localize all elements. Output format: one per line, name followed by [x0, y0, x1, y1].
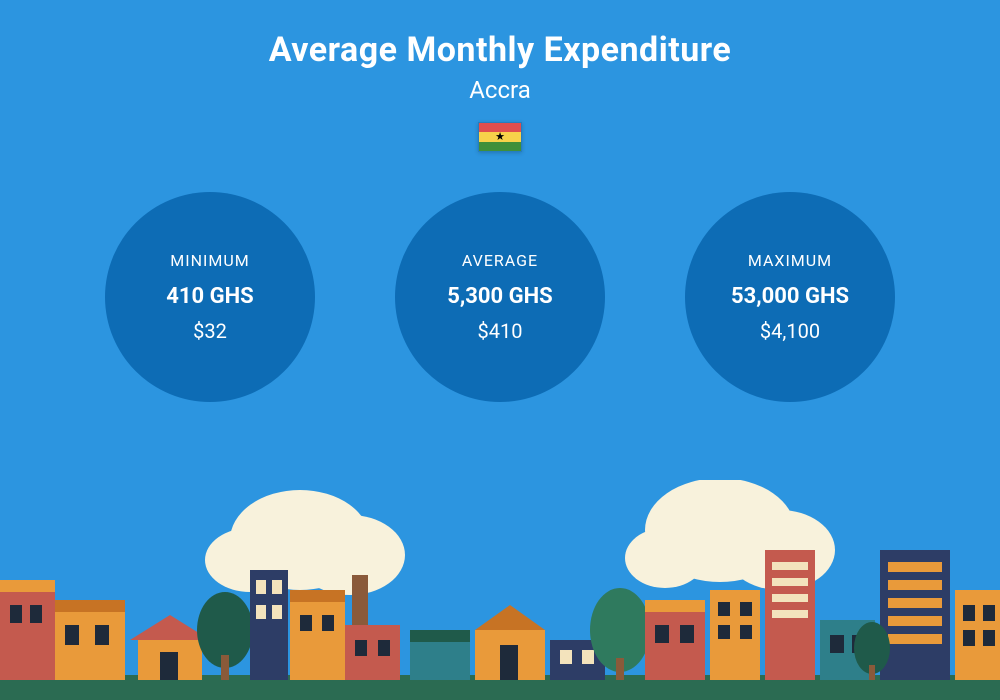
- header: Average Monthly Expenditure Accra ★: [0, 0, 1000, 152]
- stat-circle-average: AVERAGE 5,300 GHS $410: [395, 192, 605, 402]
- buildings-left: [0, 580, 210, 680]
- buildings-farright: [880, 550, 1000, 680]
- stats-row: MINIMUM 410 GHS $32 AVERAGE 5,300 GHS $4…: [0, 192, 1000, 402]
- stat-usd: $4,100: [760, 319, 820, 343]
- stat-value: 53,000 GHS: [731, 284, 849, 309]
- stat-label: AVERAGE: [462, 251, 538, 270]
- stat-circle-minimum: MINIMUM 410 GHS $32: [105, 192, 315, 402]
- stat-value: 5,300 GHS: [447, 284, 552, 309]
- city-illustration: [0, 480, 1000, 700]
- stat-label: MINIMUM: [170, 251, 249, 270]
- flag-stripe-bot: [479, 142, 521, 151]
- ghana-flag-icon: ★: [478, 122, 522, 152]
- page-subtitle: Accra: [0, 76, 1000, 104]
- stat-usd: $410: [478, 319, 523, 343]
- stat-value: 410 GHS: [166, 284, 253, 309]
- stat-circle-maximum: MAXIMUM 53,000 GHS $4,100: [685, 192, 895, 402]
- stat-usd: $32: [193, 319, 227, 343]
- tree-left: [197, 592, 253, 680]
- buildings-center: [410, 605, 605, 680]
- stat-label: MAXIMUM: [748, 251, 832, 270]
- flag-star-icon: ★: [495, 131, 505, 142]
- page-title: Average Monthly Expenditure: [0, 30, 1000, 70]
- clouds: [205, 480, 835, 595]
